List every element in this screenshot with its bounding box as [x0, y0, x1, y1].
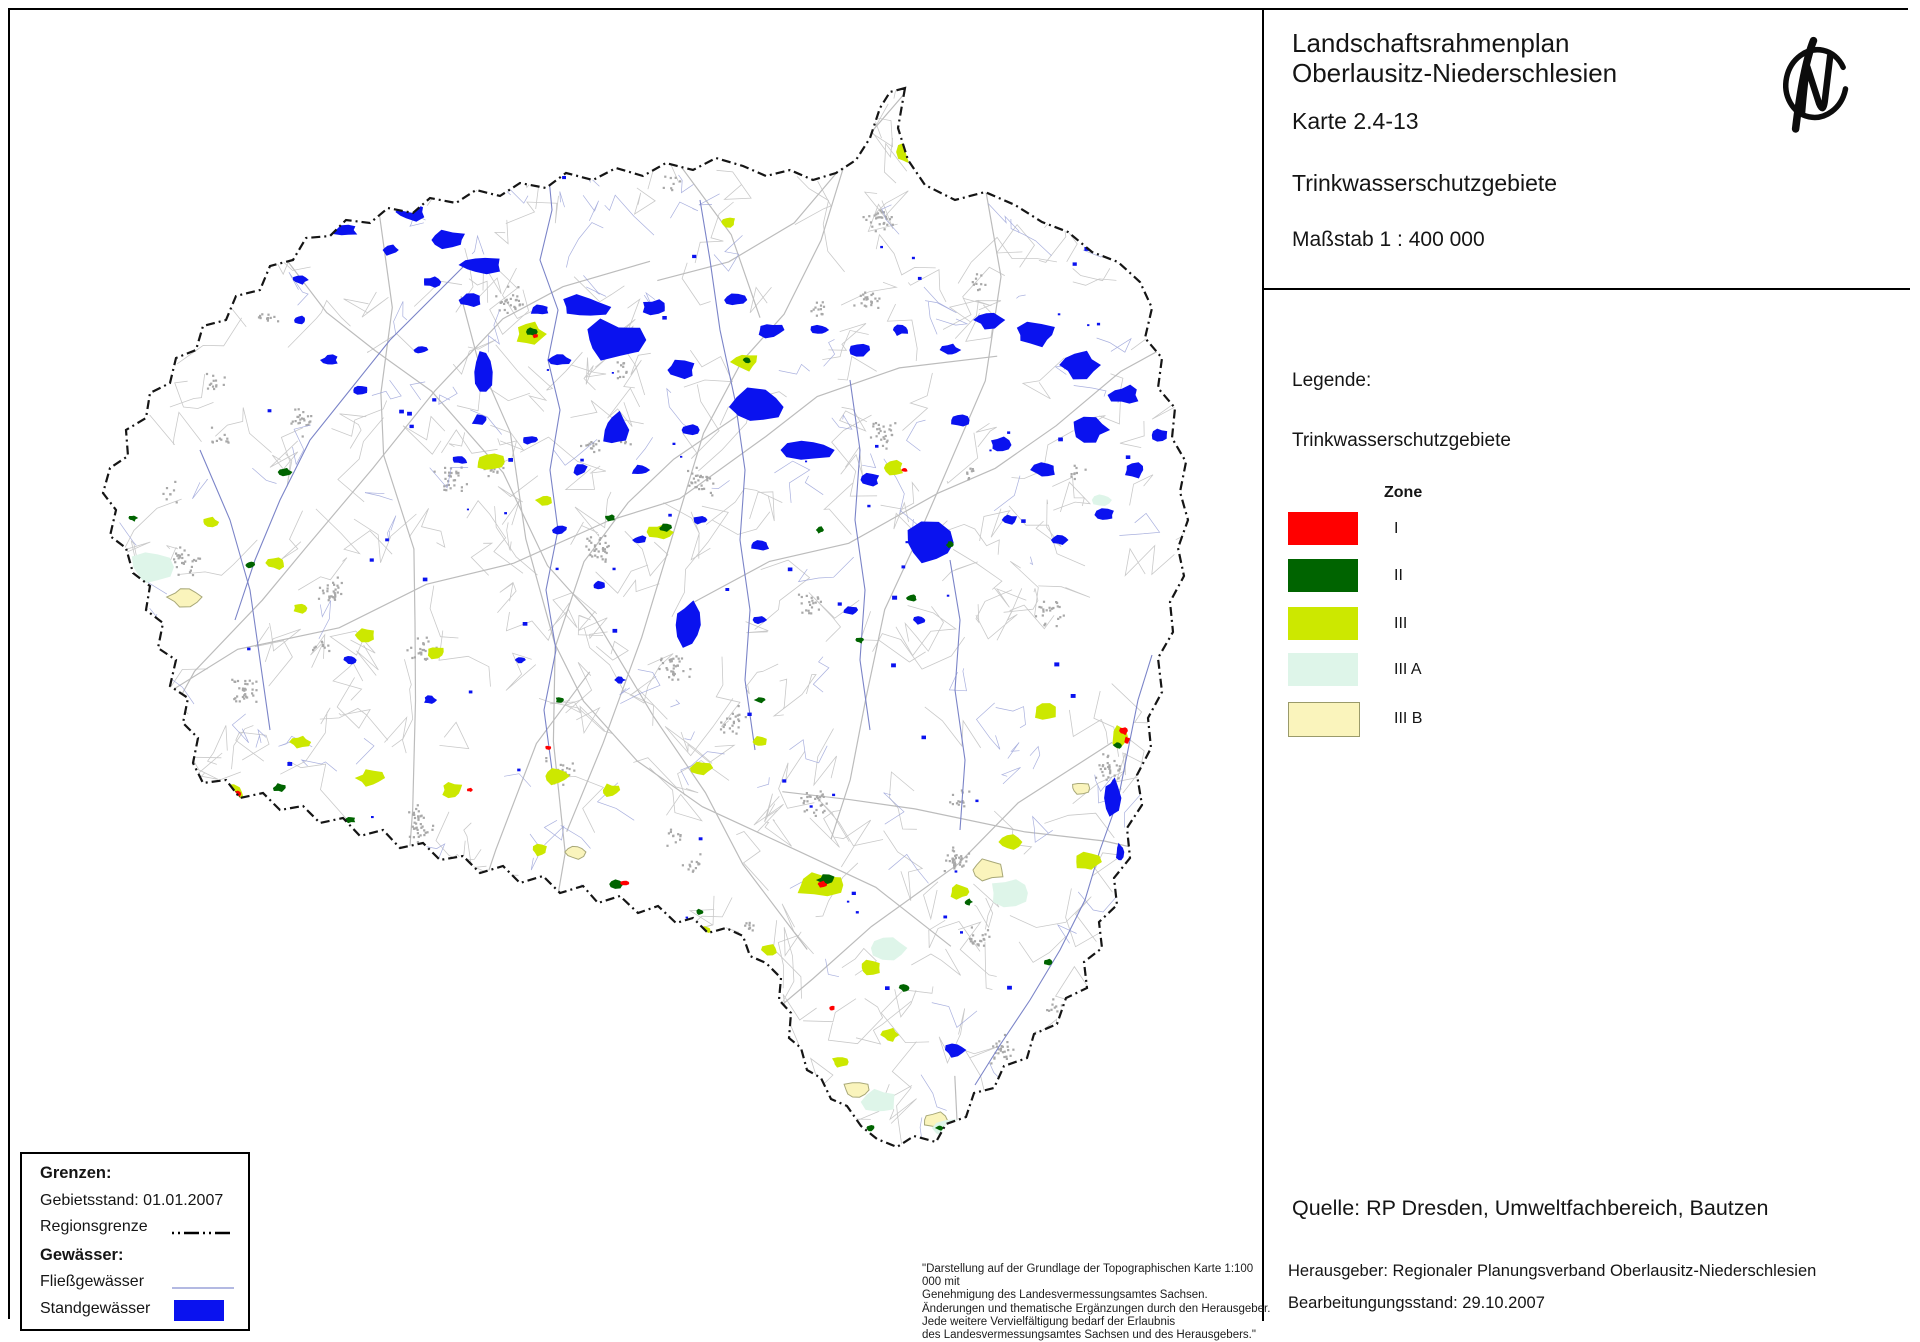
map-title-line1: Landschaftsrahmenplan [1292, 28, 1570, 58]
disclaimer-line: Jede weitere Vervielfältigung bedarf der… [922, 1315, 1176, 1328]
zone-label: III A [1394, 661, 1422, 678]
map-canvas: Grenzen: Gebietsstand: 01.01.2007 Region… [10, 10, 1270, 1341]
zone-label: III B [1394, 710, 1423, 727]
title-panel: Landschaftsrahmenplan Oberlausitz-Nieder… [1262, 10, 1910, 1321]
zone-row-IIIA: III A [1264, 653, 1910, 687]
fliessgewaesser-line-symbol [172, 1279, 234, 1297]
disclaimer-line: "Darstellung auf der Grundlage der Topog… [922, 1263, 1254, 1289]
legend-heading: Legende: [1292, 370, 1372, 391]
zone-swatch-0 [1288, 512, 1358, 545]
edit-status-line: Bearbeitungungsstand: 29.10.2007 [1288, 1294, 1545, 1312]
disclaimer-line: Änderungen und thematische Ergänzungen d… [922, 1302, 1271, 1315]
region-map-graphic [101, 86, 1190, 1149]
zone-row-III: III [1264, 607, 1910, 641]
zone-label: I [1394, 520, 1399, 537]
zone-column-header: Zone [1384, 484, 1423, 501]
standgewaesser-label: Standgewässer [40, 1300, 151, 1317]
regionsgrenze-line-symbol [172, 1224, 234, 1242]
legend-subheading: Trinkwasserschutzgebiete [1292, 430, 1511, 451]
zone-row-I: I [1264, 512, 1910, 546]
zone-swatch-3 [1288, 653, 1358, 686]
map-title-line2: Oberlausitz-Niederschlesien [1292, 58, 1618, 88]
zone-row-IIIB: III B [1264, 702, 1910, 737]
map-number: Karte 2.4-13 [1292, 108, 1419, 134]
source-line: Quelle: RP Dresden, Umweltfachbereich, B… [1292, 1196, 1769, 1220]
map-subtitle: Trinkwasserschutzgebiete [1292, 170, 1558, 196]
standgewaesser-swatch [174, 1300, 224, 1321]
panel-divider [1264, 288, 1910, 290]
map-scale: Maßstab 1 : 400 000 [1292, 228, 1485, 251]
zone-label: III [1394, 615, 1408, 632]
gebietsstand-label: Gebietsstand: 01.01.2007 [40, 1192, 224, 1209]
publisher-line: Herausgeber: Regionaler Planungsverband … [1288, 1262, 1817, 1280]
zone-swatch-1 [1288, 559, 1358, 592]
gewaesser-heading: Gewässer: [40, 1246, 124, 1264]
map-legend-box: Grenzen: Gebietsstand: 01.01.2007 Region… [20, 1152, 250, 1331]
fliessgewaesser-label: Fließgewässer [40, 1273, 145, 1290]
zone-swatch-4 [1288, 702, 1360, 737]
disclaimer-line: Genehmigung des Landesvermessungsamtes S… [922, 1289, 1208, 1302]
copyright-disclaimer: "Darstellung auf der Grundlage der Topog… [922, 1263, 1274, 1342]
grenzen-heading: Grenzen: [40, 1164, 112, 1182]
planungsverband-logo-w-icon [1762, 30, 1862, 138]
zone-label: II [1394, 567, 1403, 584]
zone-row-II: II [1264, 559, 1910, 593]
regionsgrenze-label: Regionsgrenze [40, 1218, 148, 1235]
zone-swatch-2 [1288, 607, 1358, 640]
